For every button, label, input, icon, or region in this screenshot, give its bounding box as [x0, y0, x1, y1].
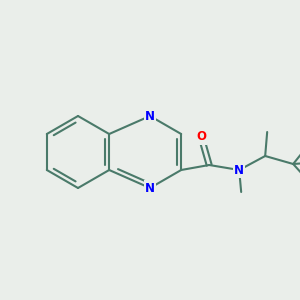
Text: N: N: [234, 164, 244, 176]
Text: N: N: [145, 110, 155, 122]
Text: N: N: [145, 182, 155, 194]
Text: O: O: [196, 130, 206, 143]
